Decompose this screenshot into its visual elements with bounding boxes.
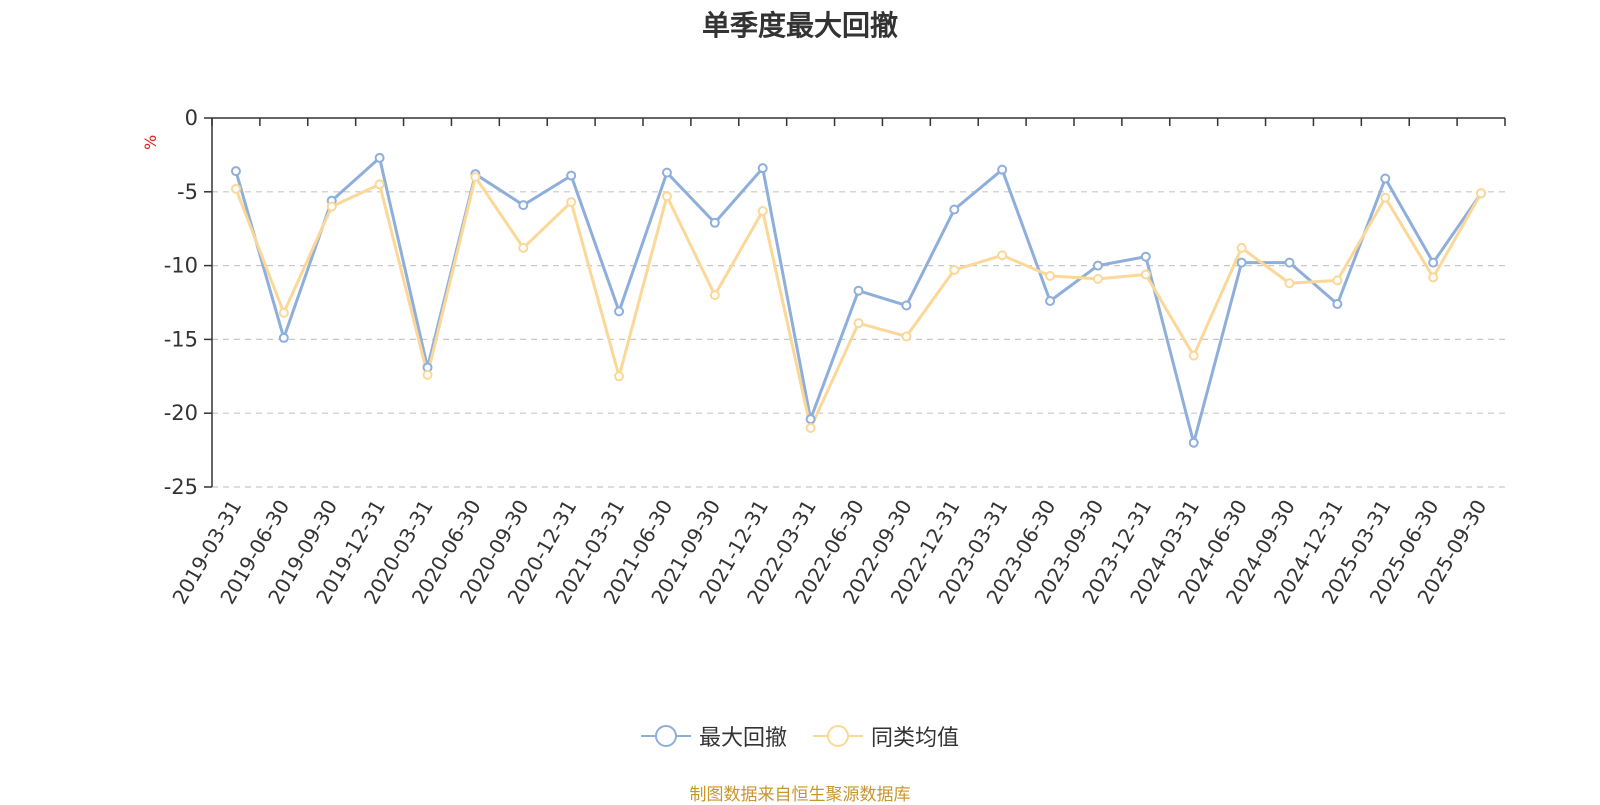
series-line-2 (234, 175, 1483, 430)
series-2-point (709, 290, 720, 301)
series-1-point (853, 285, 864, 296)
series-1-point (709, 217, 720, 228)
series-2-point (1428, 272, 1439, 283)
series-2-point (518, 242, 529, 253)
series-2-point (470, 172, 481, 183)
chart-legend: 最大回撤 同类均值 (0, 720, 1600, 752)
series-2-point (805, 422, 816, 433)
series-2-point (901, 331, 912, 342)
series-1-point (661, 167, 672, 178)
legend-item-series-2[interactable]: 同类均值 (813, 720, 959, 752)
series-1-point (1188, 437, 1199, 448)
series-2-point (1092, 273, 1103, 284)
legend-swatch-series-1 (640, 725, 691, 747)
series-2-point (1476, 188, 1487, 199)
series-1-point (614, 306, 625, 317)
y-tick-label: -10 (164, 254, 198, 278)
series-line-1 (234, 156, 1483, 445)
series-2-point (661, 191, 672, 202)
data-source-note: 制图数据来自恒生聚源数据库 (689, 785, 911, 805)
series-1-point (1140, 251, 1151, 262)
series-2-point (949, 265, 960, 276)
series-2-point (230, 183, 241, 194)
series-2-point (1188, 350, 1199, 361)
y-tick-label: -25 (164, 475, 198, 499)
series-1-point (374, 152, 385, 163)
series-1-point (1284, 257, 1295, 268)
chart-title: 单季度最大回撤 (701, 9, 898, 42)
series-2-point (853, 318, 864, 329)
y-tick-label: -5 (177, 180, 198, 204)
series-2-point (566, 197, 577, 208)
series-1-point (278, 332, 289, 343)
y-tick-label: -20 (164, 401, 198, 425)
series-2-point (326, 201, 337, 212)
series-2-point (374, 179, 385, 190)
series-1-point (566, 170, 577, 181)
series-1-point (1236, 257, 1247, 268)
legend-label-series-2: 同类均值 (871, 726, 960, 751)
legend-item-series-1[interactable]: 最大回撤 (640, 720, 787, 752)
series-2-point (997, 250, 1008, 261)
series-2-point (1236, 242, 1247, 253)
series-2-point (757, 205, 768, 216)
series-1-point (997, 164, 1008, 175)
series-1-point (901, 300, 912, 311)
series-1-point (1380, 173, 1391, 184)
series-2-point (1284, 278, 1295, 289)
series-1-point (949, 204, 960, 215)
y-tick-label: -15 (164, 327, 198, 351)
series-2-point (422, 369, 433, 380)
series-1-point (757, 163, 768, 174)
legend-swatch-series-2 (813, 725, 863, 747)
series-2-point (1140, 269, 1151, 280)
series-2-point (614, 371, 625, 382)
series-1-point (1428, 257, 1439, 268)
series-1-point (230, 166, 241, 177)
series-1-point (1332, 298, 1343, 309)
series-1-point (1092, 260, 1103, 271)
series-2-point (1332, 275, 1343, 286)
y-tick-label: 0 (185, 106, 198, 130)
series-2-point (1380, 192, 1391, 203)
series-1-point (805, 414, 816, 425)
legend-label-series-1: 最大回撤 (698, 726, 787, 751)
series-2-point (278, 307, 289, 318)
series-1-point (518, 200, 529, 211)
series-2-point (1045, 270, 1056, 281)
series-1-point (1045, 296, 1056, 307)
